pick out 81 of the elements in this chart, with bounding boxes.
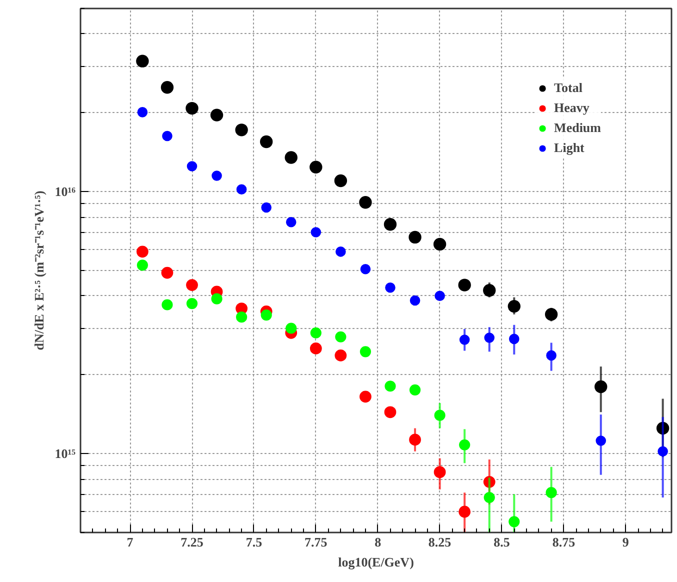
point [310,342,322,354]
point [483,284,496,297]
point [236,184,247,195]
point [459,439,470,450]
point [385,282,396,293]
point [284,151,298,164]
point [310,327,322,338]
point [384,380,396,392]
point [162,299,173,310]
point [136,260,148,271]
point [161,266,174,279]
legend-label: Heavy [554,100,590,116]
point [484,492,495,504]
point [162,130,172,142]
point [409,434,421,446]
x-axis-title: log10(E/GeV) [338,554,414,570]
point [186,102,198,115]
point [260,135,273,148]
point [459,334,470,345]
point [433,238,446,251]
point [384,406,396,418]
point [186,279,198,291]
point [384,218,397,231]
point [508,300,520,313]
point [334,350,347,362]
x-tick-label: 7.5 [246,534,263,550]
point [509,334,520,344]
point [235,124,248,136]
x-tick-label: 7.75 [304,534,328,550]
legend-label: Light [554,140,584,156]
point [261,202,272,213]
point [212,170,222,181]
point [458,506,471,518]
point [310,227,322,238]
point [434,466,446,478]
point [458,278,471,292]
point [434,290,445,302]
point [360,346,372,358]
point [334,174,348,188]
point [186,161,198,172]
point [546,487,557,498]
point [544,308,558,321]
point [136,246,148,258]
legend-label: Medium [554,120,601,136]
x-tick-label: 9 [622,534,630,550]
point [137,107,148,118]
point [360,264,371,274]
point [658,446,668,457]
point [210,108,224,122]
point [335,331,346,342]
point [286,322,297,334]
point [310,160,322,174]
point [211,293,222,304]
x-tick-label: 7.25 [180,534,204,550]
x-tick-label: 8.75 [552,534,576,550]
x-tick-label: 8.5 [494,534,510,550]
y-tick-label: 10¹⁶ [54,184,76,200]
point [360,390,372,403]
point [260,310,272,321]
point [546,350,556,361]
point [596,436,606,446]
point [160,81,174,94]
point [359,196,372,209]
legend-label: Total [554,80,582,96]
x-tick-label: 7 [126,534,134,550]
point [434,410,446,421]
point [594,380,608,394]
point [336,246,346,257]
point [136,54,149,68]
point [409,384,421,396]
point [484,332,495,343]
point [410,295,420,306]
point [286,216,296,228]
point [236,312,248,323]
x-tick-label: 8 [374,534,382,550]
point [408,230,422,244]
point [186,298,198,310]
point [508,516,520,528]
x-tick-label: 8.25 [428,534,452,550]
y-axis-title: dN/dE x E²·⁵ (m⁻²sr⁻¹s⁻¹eV¹·⁵) [32,190,47,350]
y-tick-label: 10¹⁵ [54,446,76,462]
